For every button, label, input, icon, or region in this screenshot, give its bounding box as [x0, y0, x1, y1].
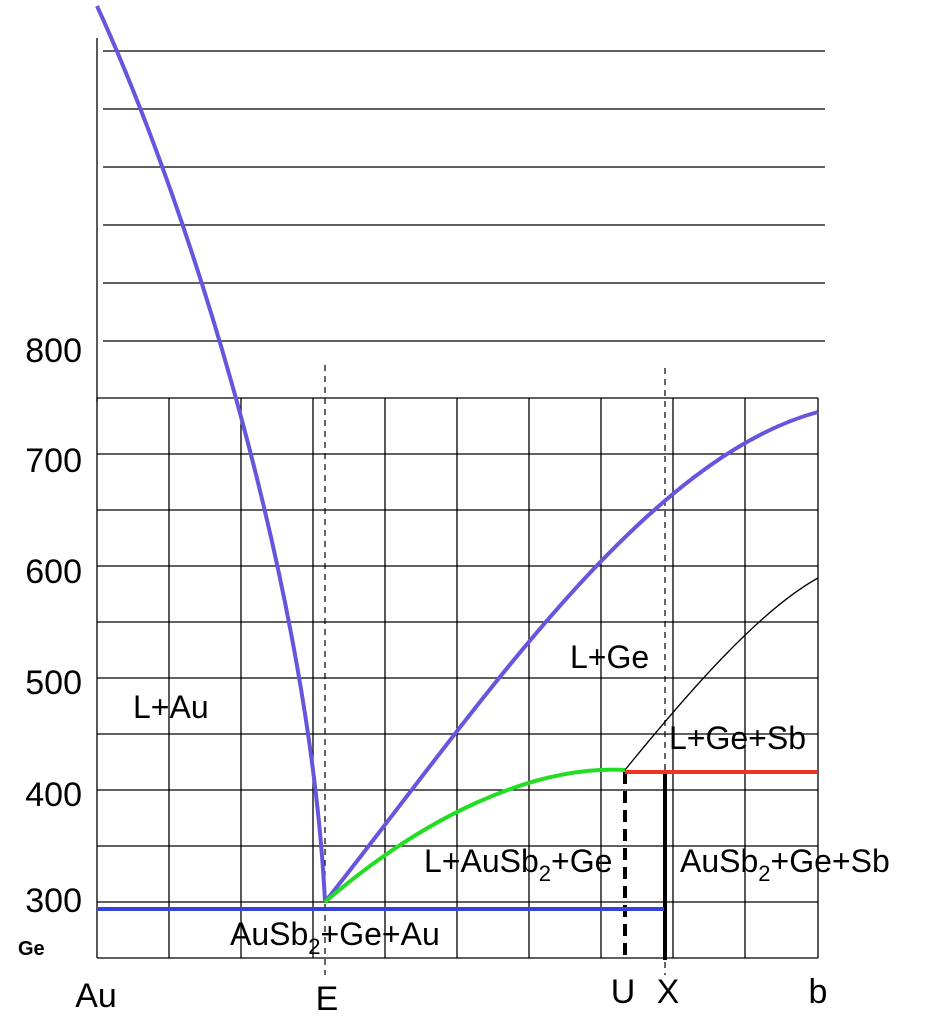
formula-tail: +Ge+Sb — [771, 843, 890, 879]
x-label-e: E — [316, 980, 339, 1018]
y-tick-label: 700 — [25, 442, 82, 480]
lower-grid — [96, 397, 819, 959]
ge-liquidus-curve — [323, 410, 819, 904]
region-label-ausb2-ge-sb: AuSb2+Ge+Sb — [680, 843, 890, 886]
x-label-b: b — [809, 973, 828, 1011]
region-label-ausb2-ge-au: AuSb2+Ge+Au — [230, 916, 440, 959]
formula-subscript: 2 — [539, 861, 551, 886]
region-label-l-au: L+Au — [133, 689, 209, 725]
formula-subscript: 2 — [308, 934, 320, 959]
formula-main: L+AuSb — [424, 843, 539, 879]
au-liquidus-curve — [95, 5, 327, 903]
y-tick-label: 600 — [25, 553, 82, 591]
region-label-l-ge-sb: L+Ge+Sb — [669, 720, 806, 756]
region-label-l-ge: L+Ge — [570, 639, 649, 675]
x-label-au: Au — [75, 977, 117, 1015]
x-label-u: U — [611, 973, 636, 1011]
y-tick-label: 400 — [25, 776, 82, 814]
corner-label: Ge — [18, 938, 45, 960]
region-label-l-ausb2-ge: L+AuSb2+Ge — [424, 843, 612, 886]
x-label-x: X — [657, 973, 680, 1011]
y-tick-label: 300 — [25, 882, 82, 920]
formula-subscript: 2 — [758, 861, 770, 886]
formula-main: AuSb — [680, 843, 758, 879]
formula-tail: +Ge — [551, 843, 612, 879]
sb-liquidus-curve — [624, 577, 819, 771]
formula-tail: +Ge+Au — [321, 916, 440, 952]
ternary-valley-curve — [323, 767, 626, 904]
y-tick-label: 500 — [25, 664, 82, 702]
y-tick-label: 800 — [25, 332, 82, 370]
formula-main: AuSb — [230, 916, 308, 952]
upper-grid — [96, 38, 825, 402]
